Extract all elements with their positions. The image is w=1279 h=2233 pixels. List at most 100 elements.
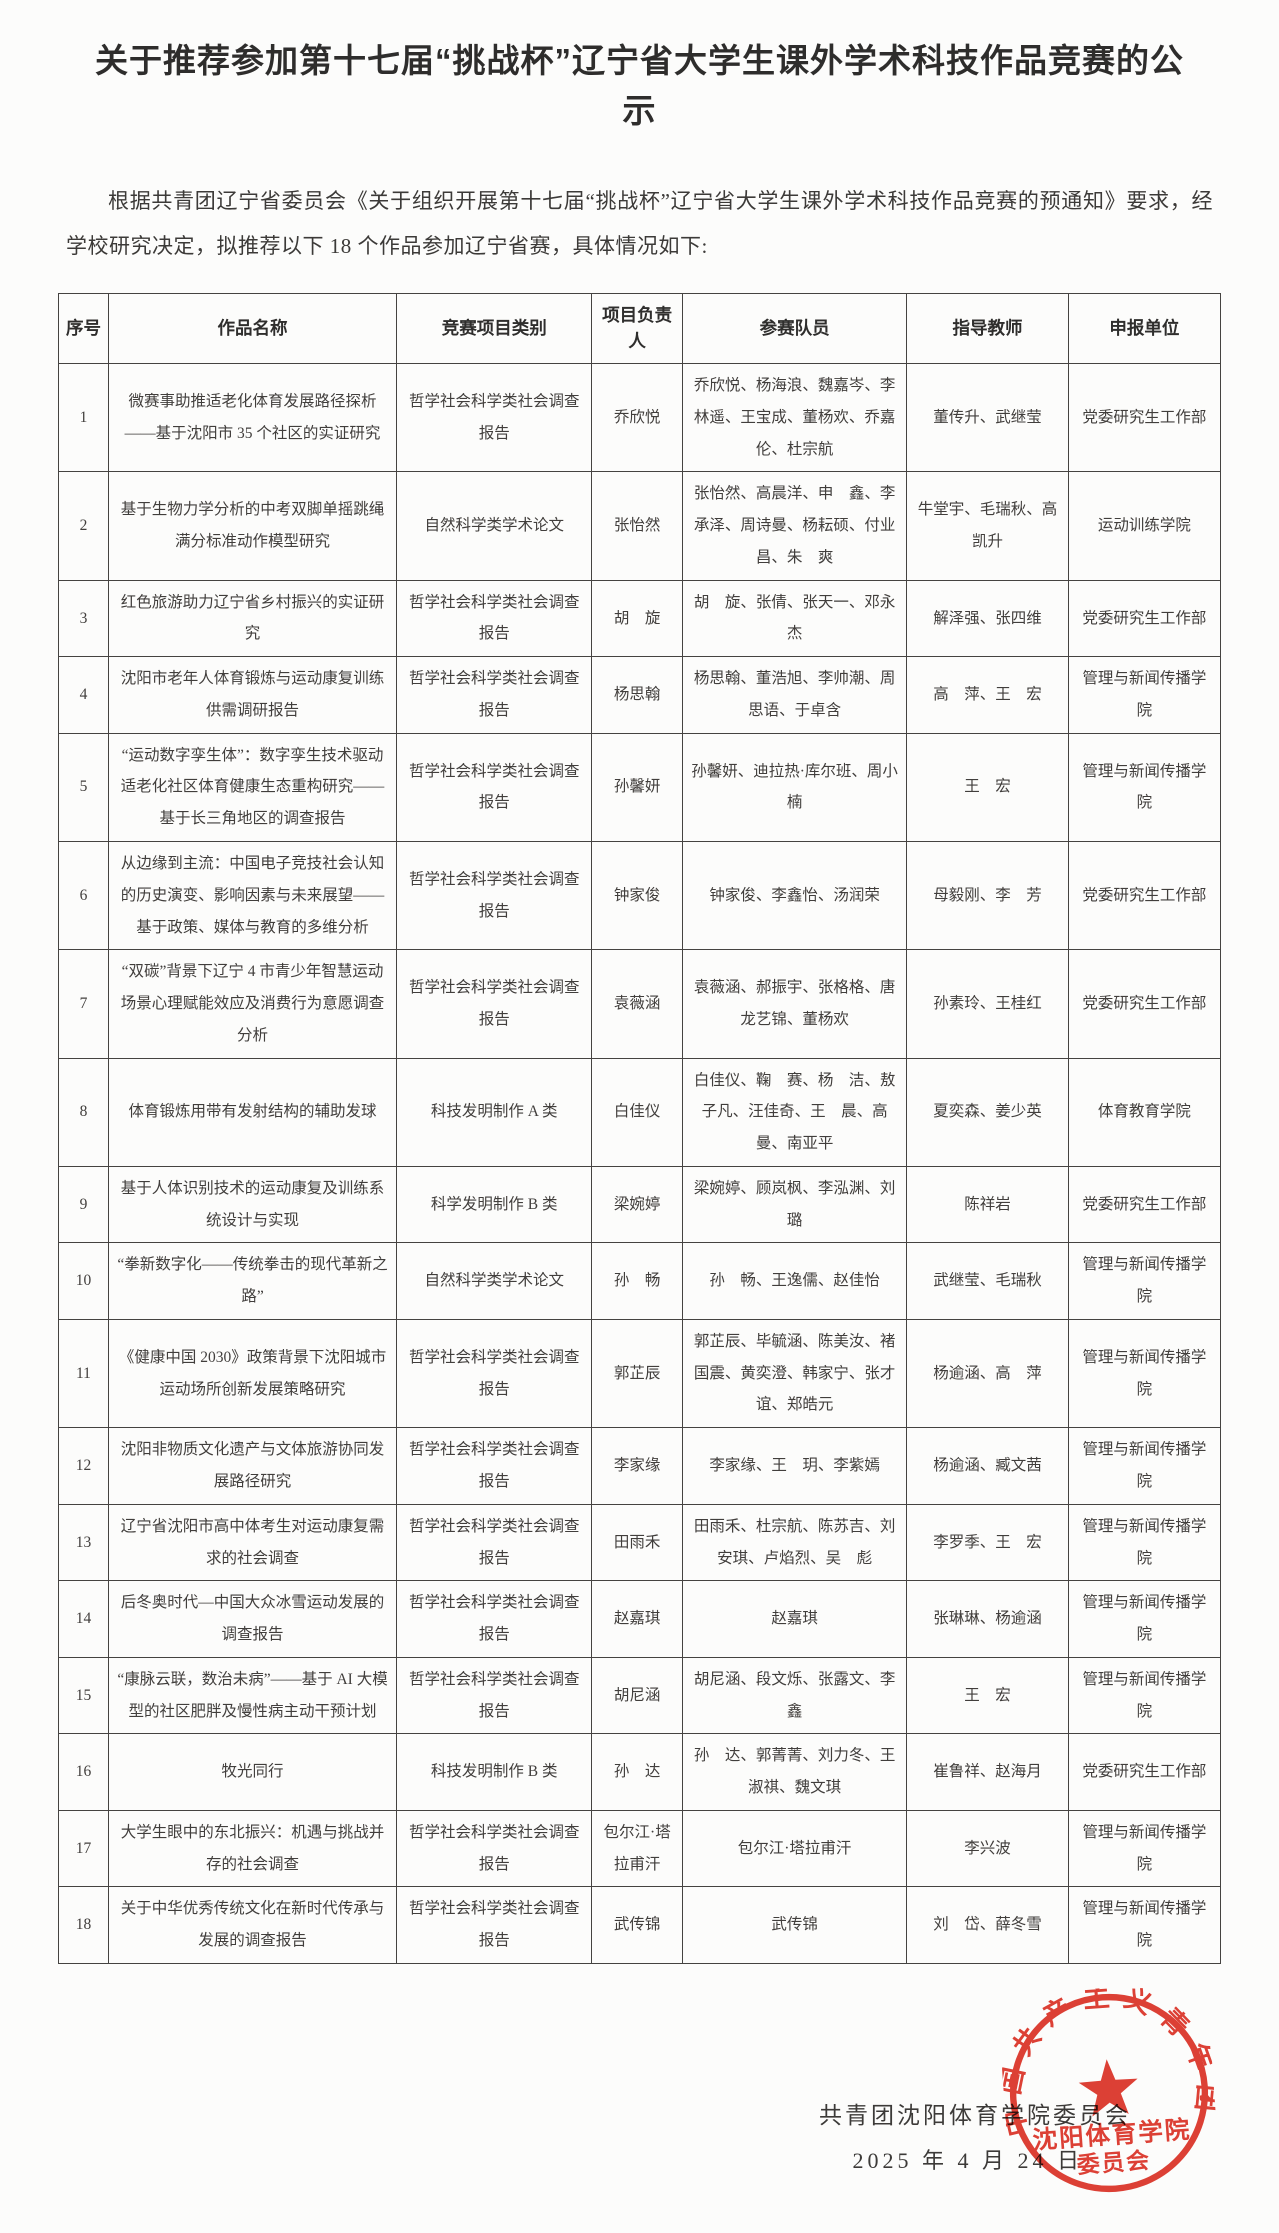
- table-row: 9 基于人体识别技术的运动康复及训练系统设计与实现 科学发明制作 B 类 梁婉婷…: [58, 1165, 1222, 1244]
- cell-work-title: 基于生物力学分析的中考双脚单摇跳绳满分标准动作模型研究: [107, 471, 398, 581]
- cell-members: 赵嘉琪: [681, 1580, 908, 1658]
- cell-unit: 管理与新闻传播学院: [1067, 1656, 1222, 1735]
- cell-unit: 管理与新闻传播学院: [1067, 656, 1222, 734]
- cell-unit: 管理与新闻传播学院: [1067, 1503, 1222, 1582]
- table-row: 10 “拳新数字化——传统拳击的现代革新之路” 自然科学类学术论文 孙 畅 孙 …: [58, 1242, 1222, 1320]
- cell-unit: 管理与新闻传播学院: [1067, 1886, 1222, 1964]
- table-row: 14 后冬奥时代—中国大众冰雪运动发展的调查报告 哲学社会科学类社会调查报告 赵…: [58, 1580, 1222, 1658]
- table-row: 18 关于中华优秀传统文化在新时代传承与发展的调查报告 哲学社会科学类社会调查报…: [58, 1886, 1222, 1964]
- cell-leader: 武传锦: [591, 1886, 683, 1964]
- cell-unit: 管理与新闻传播学院: [1067, 1427, 1222, 1505]
- cell-category: 哲学社会科学类社会调查报告: [396, 1809, 593, 1888]
- cell-leader: 孙 畅: [591, 1242, 683, 1320]
- cell-serial-number: 16: [58, 1733, 109, 1811]
- cell-teachers: 王 宏: [906, 1656, 1069, 1735]
- cell-leader: 胡 旋: [591, 579, 683, 658]
- table-row: 8 体育锻炼用带有发射结构的辅助发球 科技发明制作 A 类 白佳仪 白佳仪、鞠 …: [58, 1057, 1222, 1167]
- cell-unit: 党委研究生工作部: [1067, 840, 1222, 951]
- cell-members: 杨思翰、董浩旭、李帅潮、周思语、于卓含: [681, 656, 908, 734]
- table-row: 15 “康脉云联，数治未病”——基于 AI 大模型的社区肥胖及慢性病主动干预计划…: [58, 1656, 1222, 1735]
- cell-category: 哲学社会科学类社会调查报告: [396, 579, 593, 658]
- col-header-unit: 申报单位: [1067, 293, 1222, 365]
- cell-leader: 包尔江·塔拉甫汗: [591, 1809, 683, 1888]
- cell-serial-number: 3: [58, 579, 109, 658]
- cell-work-title: 牧光同行: [107, 1733, 398, 1811]
- cell-category: 哲学社会科学类社会调查报告: [396, 949, 593, 1059]
- cell-teachers: 崔鲁祥、赵海月: [906, 1733, 1069, 1811]
- cell-category: 自然科学类学术论文: [396, 1242, 593, 1320]
- cell-teachers: 夏奕森、姜少英: [906, 1057, 1069, 1167]
- stamp-star-icon: [1078, 2059, 1138, 2117]
- cell-category: 科技发明制作 A 类: [396, 1057, 593, 1167]
- cell-category: 哲学社会科学类社会调查报告: [396, 840, 593, 951]
- table-row: 12 沈阳非物质文化遗产与文体旅游协同发展路径研究 哲学社会科学类社会调查报告 …: [58, 1427, 1222, 1505]
- table-body: 1 微赛事助推适老化体育发展路径探析——基于沈阳市 35 个社区的实证研究 哲学…: [58, 363, 1222, 1964]
- cell-unit: 管理与新闻传播学院: [1067, 1318, 1222, 1429]
- table-row: 13 辽宁省沈阳市高中体考生对运动康复需求的社会调查 哲学社会科学类社会调查报告…: [58, 1503, 1222, 1582]
- cell-leader: 乔欣悦: [591, 363, 683, 473]
- cell-members: 胡尼涵、段文烁、张露文、李 鑫: [681, 1656, 911, 1735]
- cell-members: 孙 达、郭菁菁、刘力冬、王淑祺、魏文琪: [681, 1733, 908, 1811]
- cell-category: 自然科学类学术论文: [396, 471, 593, 581]
- table-row: 11 《健康中国 2030》政策背景下沈阳城市运动场所创新发展策略研究 哲学社会…: [58, 1318, 1222, 1429]
- cell-work-title: 微赛事助推适老化体育发展路径探析——基于沈阳市 35 个社区的实证研究: [107, 363, 398, 473]
- cell-members: 孙 畅、王逸儒、赵佳怡: [681, 1242, 908, 1320]
- recommendation-table: 序号 作品名称 竞赛项目类别 项目负责人 参赛队员 指导教师 申报单位 1 微赛…: [58, 293, 1222, 1964]
- cell-work-title: “康脉云联，数治未病”——基于 AI 大模型的社区肥胖及慢性病主动干预计划: [107, 1656, 398, 1735]
- cell-members: 郭芷辰、毕毓涵、陈美汝、褚国震、黄奕澄、韩家宁、张才谊、郑皓元: [681, 1318, 908, 1429]
- cell-unit: 管理与新闻传播学院: [1067, 1242, 1222, 1320]
- cell-serial-number: 13: [58, 1503, 109, 1582]
- cell-category: 哲学社会科学类社会调查报告: [396, 1886, 593, 1964]
- cell-leader: 杨思翰: [591, 656, 683, 734]
- cell-serial-number: 18: [58, 1886, 109, 1964]
- cell-work-title: 大学生眼中的东北振兴：机遇与挑战并存的社会调查: [107, 1809, 398, 1888]
- table-row: 16 牧光同行 科技发明制作 B 类 孙 达 孙 达、郭菁菁、刘力冬、王淑祺、魏…: [58, 1733, 1222, 1811]
- intro-paragraph: 根据共青团辽宁省委员会《关于组织开展第十七届“挑战杯”辽宁省大学生课外学术科技作…: [66, 189, 1213, 259]
- cell-leader: 袁薇涵: [591, 949, 683, 1059]
- cell-unit: 党委研究生工作部: [1067, 1165, 1222, 1244]
- cell-teachers: 杨逾涵、高 萍: [906, 1318, 1069, 1429]
- cell-work-title: 辽宁省沈阳市高中体考生对运动康复需求的社会调查: [107, 1503, 398, 1582]
- cell-members: 胡 旋、张倩、张天一、邓永杰: [681, 579, 908, 658]
- cell-members: 袁薇涵、郝振宇、张格格、唐龙艺锦、董杨欢: [681, 949, 908, 1059]
- cell-members: 孙馨妍、迪拉热·库尔班、周小楠: [681, 732, 908, 842]
- col-header-work-title: 作品名称: [107, 293, 398, 365]
- table-row: 3 红色旅游助力辽宁省乡村振兴的实证研究 哲学社会科学类社会调查报告 胡 旋 胡…: [58, 579, 1222, 658]
- cell-leader: 孙馨妍: [591, 732, 683, 842]
- cell-work-title: “运动数字孪生体”：数字孪生技术驱动适老化社区体育健康生态重构研究——基于长三角…: [107, 732, 398, 842]
- cell-members: 钟家俊、李鑫怡、汤润荣: [681, 840, 908, 951]
- cell-serial-number: 11: [58, 1318, 109, 1429]
- official-stamp: 中国共产主义青年团 沈阳体育学院 委员会: [997, 1981, 1221, 2193]
- cell-leader: 胡尼涵: [591, 1656, 683, 1735]
- table-row: 6 从边缘到主流：中国电子竞技社会认知的历史演变、影响因素与未来展望——基于政策…: [58, 840, 1222, 951]
- col-header-no: 序号: [58, 293, 109, 365]
- cell-teachers: 牛堂宇、毛瑞秋、高凯升: [906, 471, 1069, 581]
- cell-teachers: 解泽强、张四维: [906, 579, 1069, 658]
- col-header-leader: 项目负责人: [591, 293, 683, 365]
- cell-work-title: 后冬奥时代—中国大众冰雪运动发展的调查报告: [107, 1580, 398, 1658]
- cell-serial-number: 12: [58, 1427, 109, 1505]
- document-footer: 共青团沈阳体育学院委员会 2025 年 4 月 24 日 中国共产主义青年团 沈…: [58, 1978, 1221, 2233]
- cell-serial-number: 1: [58, 363, 109, 473]
- cell-leader: 梁婉婷: [591, 1165, 683, 1244]
- cell-teachers: 董传升、武继莹: [906, 363, 1069, 473]
- cell-work-title: 体育锻炼用带有发射结构的辅助发球: [107, 1057, 398, 1167]
- cell-work-title: 沈阳市老年人体育锻炼与运动康复训练供需调研报告: [107, 656, 398, 734]
- cell-serial-number: 14: [58, 1580, 109, 1658]
- cell-unit: 党委研究生工作部: [1067, 579, 1222, 658]
- cell-teachers: 孙素玲、王桂红: [906, 949, 1069, 1059]
- cell-unit: 党委研究生工作部: [1067, 363, 1222, 473]
- cell-serial-number: 2: [58, 471, 109, 581]
- cell-teachers: 武继莹、毛瑞秋: [906, 1242, 1069, 1320]
- cell-work-title: 《健康中国 2030》政策背景下沈阳城市运动场所创新发展策略研究: [107, 1318, 398, 1429]
- page-title: 关于推荐参加第十七届“挑战杯”辽宁省大学生课外学术科技作品竞赛的公示: [95, 42, 1184, 129]
- cell-category: 哲学社会科学类社会调查报告: [396, 1580, 593, 1658]
- table-row: 2 基于生物力学分析的中考双脚单摇跳绳满分标准动作模型研究 自然科学类学术论文 …: [58, 471, 1222, 581]
- cell-category: 哲学社会科学类社会调查报告: [396, 1656, 593, 1735]
- col-header-teachers: 指导教师: [906, 293, 1069, 365]
- cell-teachers: 杨逾涵、臧文茜: [906, 1427, 1069, 1505]
- cell-category: 哲学社会科学类社会调查报告: [396, 1318, 593, 1429]
- table-row: 17 大学生眼中的东北振兴：机遇与挑战并存的社会调查 哲学社会科学类社会调查报告…: [58, 1809, 1222, 1888]
- cell-unit: 党委研究生工作部: [1067, 1733, 1222, 1811]
- cell-members: 张怡然、高晨洋、申 鑫、李承泽、周诗曼、杨耘硕、付业昌、朱 爽: [681, 471, 908, 581]
